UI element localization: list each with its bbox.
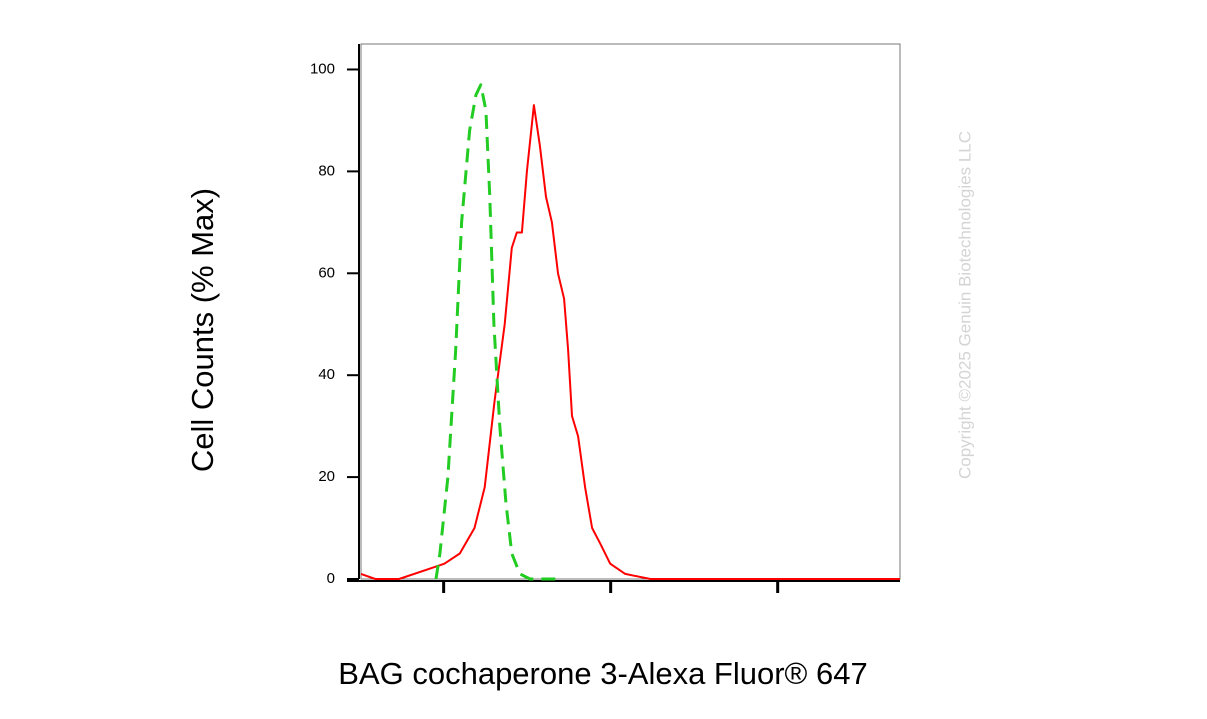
series-line <box>434 83 560 581</box>
x-axis-label: BAG cochaperone 3-Alexa Fluor® 647 <box>338 656 867 691</box>
y-axis-label: Cell Counts (% Max) <box>185 188 220 472</box>
y-tick-label: 100 <box>310 60 335 77</box>
plot-frame <box>360 43 901 580</box>
series-line <box>360 104 900 580</box>
y-tick-label: 0 <box>327 570 335 587</box>
y-tick-label: 60 <box>318 264 335 281</box>
y-tick-label: 80 <box>318 162 335 179</box>
y-tick-label: 20 <box>318 468 335 485</box>
watermark: Copyright ©2025 Genuin Biotechnologies L… <box>955 131 974 479</box>
y-tick-label: 40 <box>318 366 335 383</box>
